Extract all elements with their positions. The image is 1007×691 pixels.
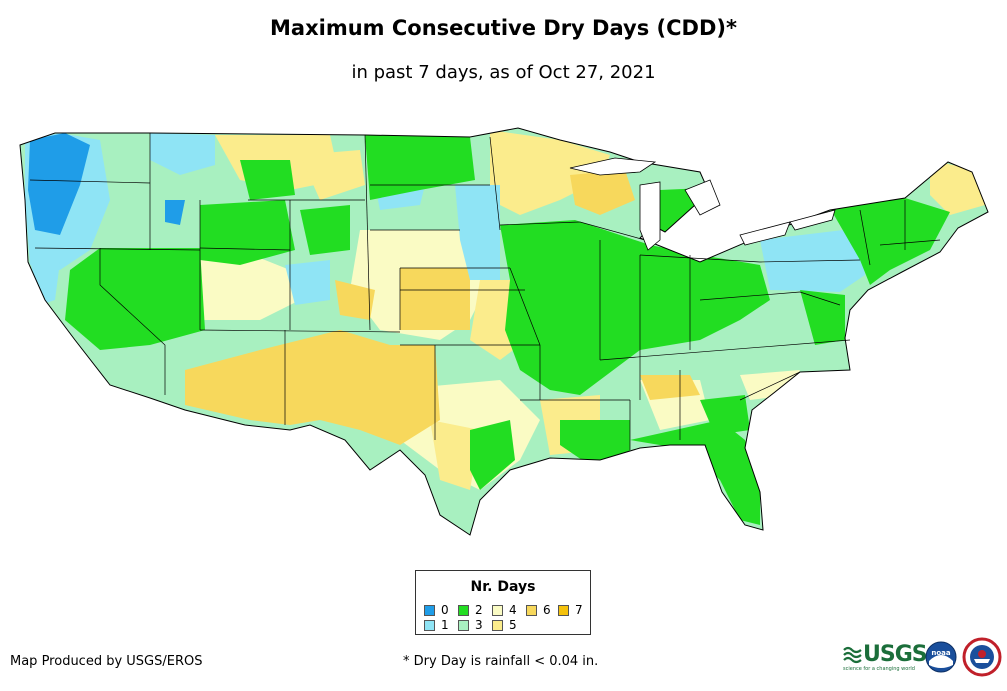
legend-item: 1 <box>424 618 449 632</box>
legend-swatch <box>492 605 503 616</box>
region-5-days <box>300 150 365 200</box>
legend-item: 5 <box>492 618 517 632</box>
legend-swatch <box>492 620 503 631</box>
map-title: Maximum Consecutive Dry Days (CDD)* <box>270 16 737 40</box>
map-legend: Nr. Days 0 1 2 3 4 5 6 7 <box>415 570 591 635</box>
legend-item: 6 <box>526 603 551 617</box>
legend-swatch <box>526 605 537 616</box>
legend-swatch <box>424 620 435 631</box>
usgs-tagline: science for a changing world <box>843 666 915 672</box>
state-boundaries <box>29 133 941 450</box>
legend-label: 6 <box>543 603 551 617</box>
region-2-days <box>240 160 295 200</box>
legend-item: 7 <box>558 603 583 617</box>
region-1-day <box>150 133 215 175</box>
legend-label: 4 <box>509 603 517 617</box>
region-2-days <box>700 395 750 435</box>
region-4-days <box>180 250 300 320</box>
region-1-day <box>285 260 330 305</box>
region-2-days <box>800 290 845 345</box>
usgs-wave-icon <box>843 646 862 664</box>
legend-item: 4 <box>492 603 517 617</box>
legend-item: 2 <box>458 603 483 617</box>
nws-logo <box>962 637 1002 677</box>
legend-item: 0 <box>424 603 449 617</box>
region-6-days <box>570 170 635 215</box>
region-2-days <box>560 420 630 462</box>
usgs-wordmark: USGS <box>863 642 928 667</box>
region-1-day <box>455 185 500 280</box>
region-2-days <box>470 420 515 490</box>
great-lakes <box>569 157 836 251</box>
credit-text: Map Produced by USGS/EROS <box>10 654 203 669</box>
legend-label: 0 <box>441 603 449 617</box>
legend-label: 1 <box>441 618 449 632</box>
region-6-days <box>640 375 700 400</box>
region-5-days <box>430 420 480 490</box>
legend-title: Nr. Days <box>470 579 536 595</box>
cdd-map <box>19 127 989 536</box>
footnote-text: * Dry Day is rainfall < 0.04 in. <box>403 654 599 669</box>
region-2-days <box>630 420 760 525</box>
region-5-days <box>490 130 610 215</box>
noaa-logo: noaa <box>925 641 957 673</box>
region-1-day <box>760 228 865 292</box>
region-0-days <box>28 133 90 235</box>
legend-label: 2 <box>475 603 483 617</box>
region-6-days <box>335 280 375 320</box>
legend-swatch <box>424 605 435 616</box>
cdd-regions <box>20 128 988 535</box>
legend-label: 7 <box>575 603 583 617</box>
legend-swatch <box>458 605 469 616</box>
region-2-days <box>830 198 950 285</box>
legend-label: 5 <box>509 618 517 632</box>
region-2-days <box>500 220 770 395</box>
region-2-days <box>65 248 205 350</box>
map-subtitle: in past 7 days, as of Oct 27, 2021 <box>351 62 656 83</box>
region-2-days <box>300 205 350 255</box>
legend-item: 3 <box>458 618 483 632</box>
region-6-days <box>185 330 440 445</box>
noaa-wordmark: noaa <box>931 649 951 657</box>
legend-swatch <box>558 605 569 616</box>
region-6-days <box>400 268 470 330</box>
legend-swatch <box>458 620 469 631</box>
usgs-logo: USGS science for a changing world <box>843 640 928 678</box>
region-0-days <box>165 200 185 225</box>
region-5-days <box>930 160 985 215</box>
legend-label: 3 <box>475 618 483 632</box>
region-2-days <box>365 135 475 200</box>
